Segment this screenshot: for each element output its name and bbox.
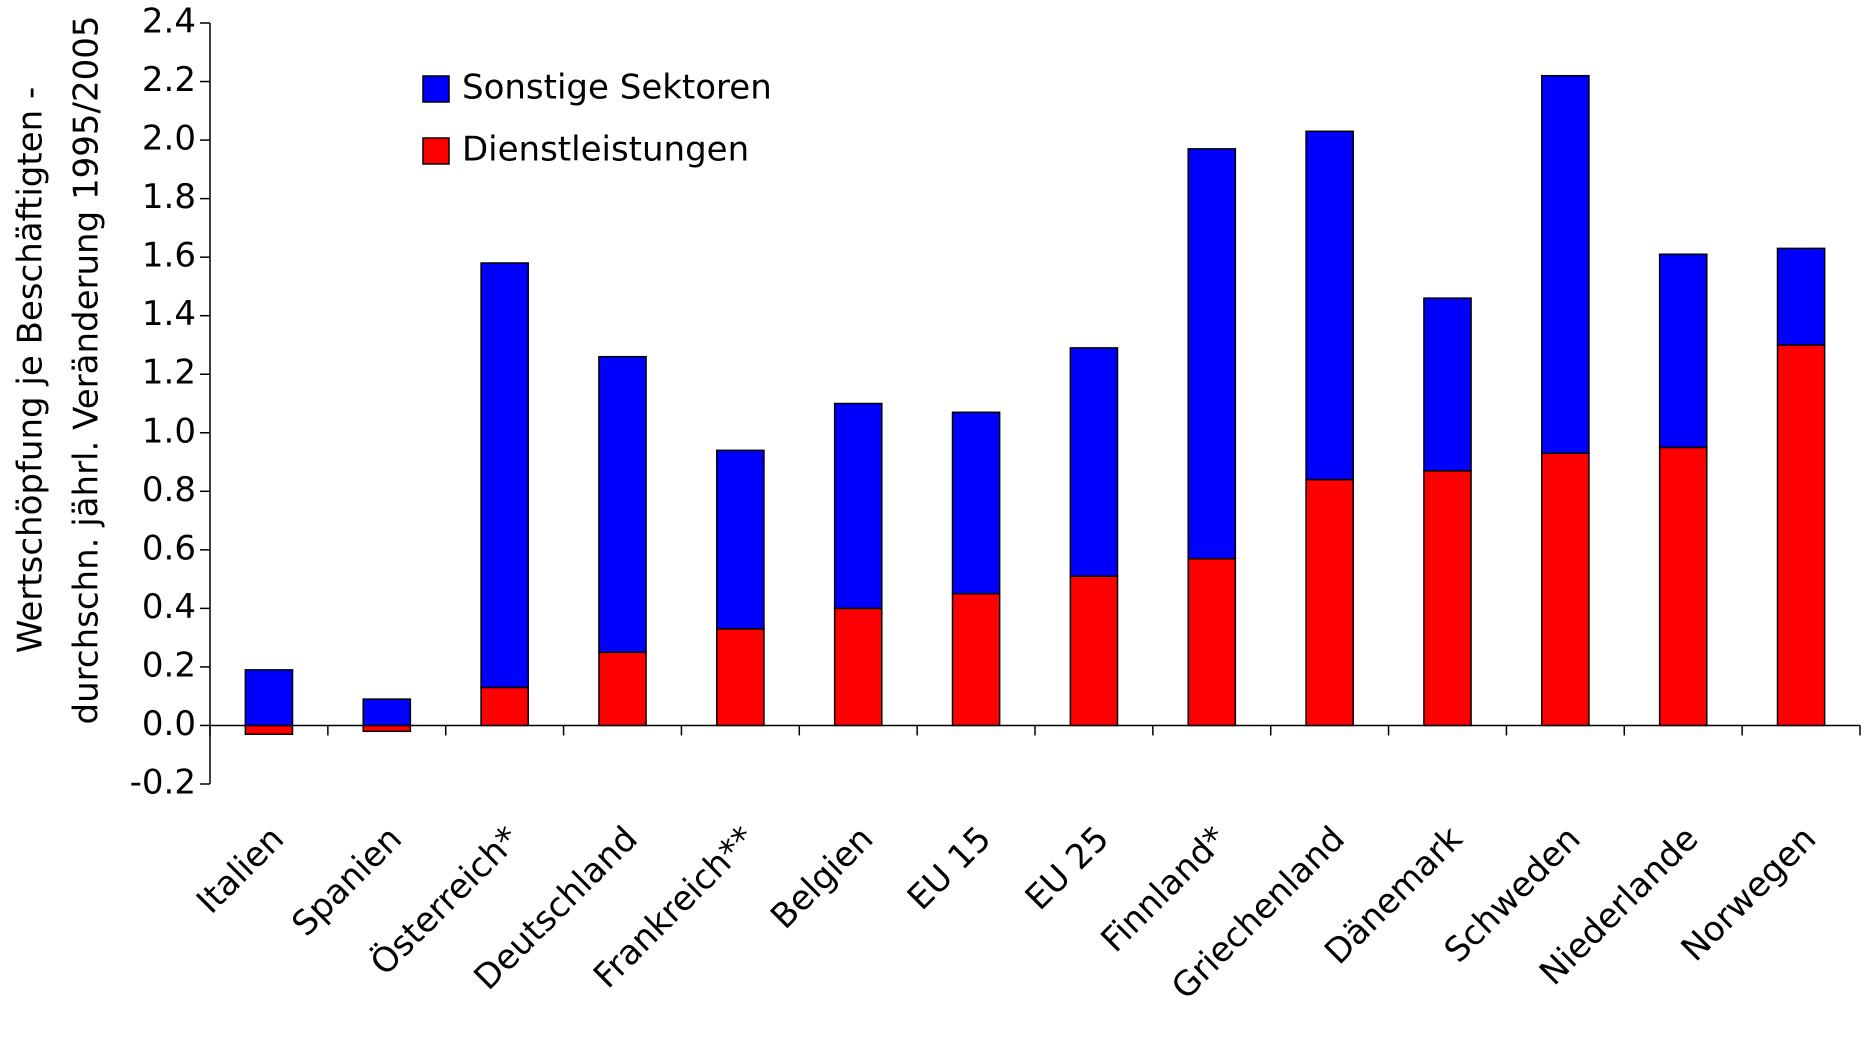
legend-label: Dienstleistungen — [462, 130, 749, 170]
bar-segment — [951, 411, 1001, 595]
bar-segment — [716, 449, 765, 630]
x-tick-label: Belgien — [763, 819, 881, 937]
bar-segment — [1541, 452, 1590, 727]
y-tick-label: 0.8 — [142, 470, 196, 510]
bar-segment — [1305, 130, 1354, 481]
y-tick-label: 2.4 — [142, 2, 196, 42]
bar-segment — [480, 686, 529, 727]
x-tick-label: Spanien — [284, 819, 409, 944]
x-tick-label: EU 25 — [1018, 819, 1117, 918]
bar-segment — [1423, 470, 1472, 727]
bar-segment — [833, 607, 883, 727]
bar-segment — [1423, 297, 1472, 472]
y-tick-label: -0.2 — [130, 763, 196, 803]
x-tick-label: Italien — [189, 819, 292, 922]
bar-segment — [1658, 446, 1708, 727]
y-axis-label: durchschn. jährl. Veränderung 1995/2005 — [67, 16, 107, 725]
legend-swatch — [422, 75, 450, 103]
bar-segment — [1069, 575, 1119, 727]
bar-segment — [1658, 253, 1708, 449]
bar-segment — [598, 355, 647, 654]
y-tick-label: 0.0 — [142, 704, 196, 744]
legend-swatch — [422, 137, 450, 165]
bar-segment — [362, 698, 412, 727]
y-tick-label: 0.2 — [142, 645, 196, 685]
y-tick-label: 1.6 — [142, 236, 196, 276]
y-tick-label: 0.6 — [142, 528, 196, 568]
bar-segment — [1305, 478, 1354, 727]
y-axis-label: Wertschöpfung je Beschäftigten - — [11, 87, 51, 653]
bar-segment — [951, 593, 1001, 727]
legend-label: Sonstige Sektoren — [462, 68, 772, 108]
bar-segment — [362, 724, 412, 733]
y-tick-label: 1.2 — [142, 353, 196, 393]
bar-segment — [833, 402, 883, 610]
bar-segment — [1069, 347, 1119, 577]
bar-segment — [244, 669, 294, 727]
bar-segment — [480, 262, 529, 689]
bar-segment — [1187, 148, 1237, 560]
y-tick-label: 1.4 — [142, 294, 196, 334]
bar-segment — [598, 651, 647, 727]
y-tick-label: 0.4 — [142, 587, 196, 627]
x-tick-label: EU 15 — [900, 819, 999, 918]
y-tick-label: 1.8 — [142, 177, 196, 217]
y-tick-label: 1.0 — [142, 411, 196, 451]
bar-segment — [1541, 74, 1590, 455]
bar-segment — [1187, 557, 1237, 727]
y-tick-label: 2.2 — [142, 60, 196, 100]
bar-segment — [244, 724, 294, 735]
bar-segment — [1776, 247, 1826, 346]
y-tick-label: 2.0 — [142, 119, 196, 159]
bar-segment — [1776, 344, 1826, 727]
bar-segment — [716, 628, 765, 727]
